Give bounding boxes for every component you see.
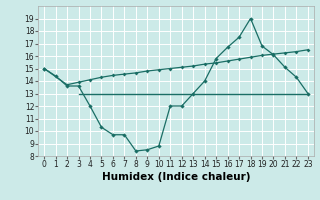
X-axis label: Humidex (Indice chaleur): Humidex (Indice chaleur) <box>102 172 250 182</box>
